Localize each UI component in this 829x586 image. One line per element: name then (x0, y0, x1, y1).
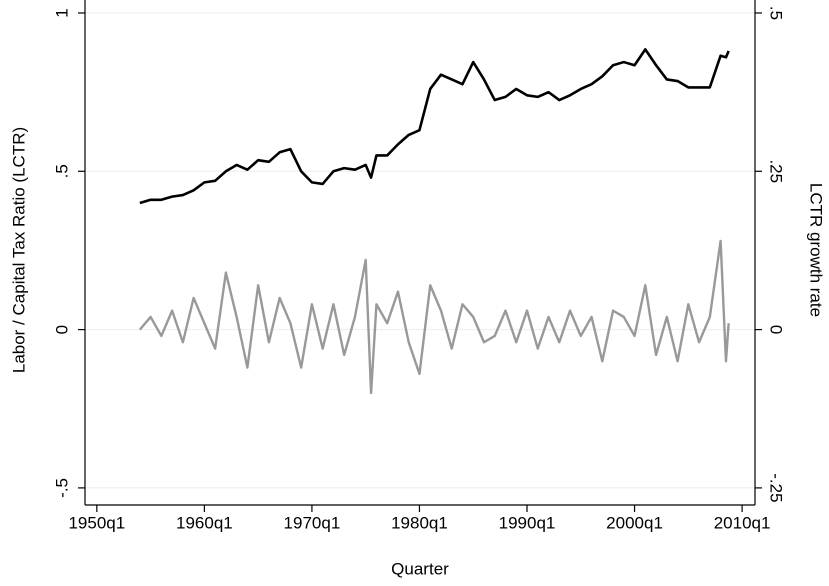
y-tick-label: 0 (52, 325, 71, 334)
x-tick-label: 1980q1 (391, 513, 448, 532)
series-line (139, 48, 730, 205)
y2-tick-label: .25 (767, 159, 786, 183)
x-tick-label: 1990q1 (499, 513, 556, 532)
x-tick-label: 2010q1 (714, 513, 771, 532)
y2-axis-label: LCTR growth rate (807, 183, 826, 317)
y-tick-label: .5 (52, 164, 71, 178)
x-tick-label: 2000q1 (606, 513, 663, 532)
y2-tick-label: -.25 (767, 473, 786, 502)
x-tick-label: 1960q1 (176, 513, 233, 532)
y2-tick-label: .5 (767, 6, 786, 20)
y-axis-label: Labor / Capital Tax Ratio (LCTR) (9, 127, 28, 373)
x-axis-label: Quarter (391, 559, 449, 578)
y-tick-label: 1 (52, 8, 71, 17)
y2-tick-label: 0 (767, 325, 786, 334)
series-line (138, 239, 730, 395)
y-tick-label: -.5 (52, 478, 71, 498)
x-tick-label: 1950q1 (68, 513, 125, 532)
x-tick-label: 1970q1 (284, 513, 341, 532)
